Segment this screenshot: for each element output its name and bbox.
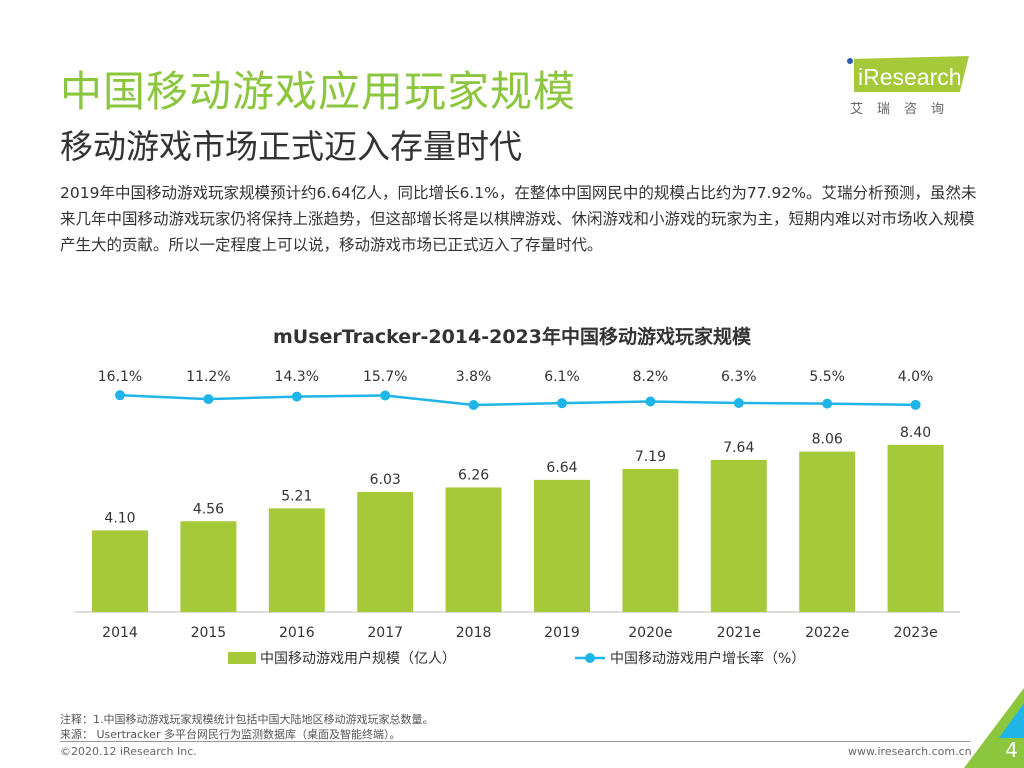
growth-point <box>910 399 921 410</box>
bar-label: 8.06 <box>812 432 843 448</box>
legend-line-label: 中国移动游戏用户增长率（%） <box>610 650 805 667</box>
growth-point <box>822 398 833 409</box>
growth-label: 15.7% <box>363 369 407 385</box>
source-note: 来源： Usertracker 多平台网民行为监测数据库（桌面及智能终端）。 <box>60 728 401 741</box>
bar-label: 5.21 <box>281 488 312 504</box>
bar <box>534 479 590 612</box>
logo-cn: 艾瑞咨询 <box>850 102 959 117</box>
bar <box>445 487 502 612</box>
logo-text: iResearch <box>858 64 962 90</box>
logo-dot <box>847 58 853 64</box>
chart-title: mUserTracker-2014-2023年中国移动游戏玩家规模 <box>272 326 752 348</box>
x-tick-label: 2019 <box>544 625 580 641</box>
x-tick-label: 2023e <box>893 625 937 641</box>
growth-point <box>733 398 744 408</box>
legend-bar-label: 中国移动游戏用户规模（亿人） <box>260 650 456 667</box>
growth-point <box>115 390 125 401</box>
growth-point <box>468 400 479 410</box>
bar <box>799 451 856 612</box>
growth-label: 4.0% <box>898 369 934 385</box>
copyright: ©2020.12 iResearch Inc. <box>60 745 197 758</box>
bar <box>710 459 767 612</box>
growth-point <box>291 391 302 402</box>
website-url: www.iresearch.com.cn <box>848 745 972 758</box>
bar <box>887 444 944 612</box>
footnote: 注释：1.中国移动游戏玩家规模统计包括中国大陆地区移动游戏玩家总数量。 <box>60 713 434 726</box>
page-title: 中国移动游戏应用玩家规模 <box>60 67 577 116</box>
x-tick-label: 2022e <box>805 625 849 641</box>
summary-paragraph: 2019年中国移动游戏玩家规模预计约6.64亿人，同比增长6.1%，在整体中国网… <box>60 184 977 254</box>
growth-label: 6.1% <box>544 369 580 385</box>
x-tick-label: 2014 <box>102 625 138 641</box>
bar-label: 7.19 <box>635 449 666 465</box>
growth-point <box>557 398 567 409</box>
x-tick-label: 2016 <box>279 625 315 641</box>
growth-point <box>645 396 656 407</box>
growth-point <box>203 394 214 405</box>
growth-label: 14.3% <box>275 369 319 385</box>
x-tick-label: 2017 <box>367 625 403 641</box>
growth-label: 6.3% <box>721 369 757 385</box>
legend-line-marker <box>585 653 595 663</box>
bar <box>92 530 148 612</box>
corner-decoration <box>964 688 1024 768</box>
bar-label: 8.40 <box>900 425 931 441</box>
bar-label: 4.56 <box>193 501 224 517</box>
growth-label: 3.8% <box>456 369 492 385</box>
legend-bar-swatch <box>228 652 256 664</box>
divider <box>60 741 970 742</box>
page-number: 4 <box>1005 738 1018 762</box>
bar-label: 4.10 <box>104 510 135 526</box>
bar <box>268 508 325 612</box>
growth-label: 8.2% <box>633 369 669 385</box>
x-tick-label: 2020e <box>628 625 672 641</box>
growth-point <box>380 390 391 401</box>
bar <box>622 468 679 612</box>
iresearch-logo: iResearch 艾瑞咨询 <box>842 50 972 120</box>
growth-line <box>119 393 916 407</box>
x-tick-label: 2015 <box>191 625 227 641</box>
bar-label: 6.64 <box>546 460 577 476</box>
x-tick-label: 2018 <box>456 625 492 641</box>
bar <box>357 492 414 612</box>
page-subtitle: 移动游戏市场正式迈入存量时代 <box>60 127 522 166</box>
growth-label: 11.2% <box>186 369 230 385</box>
bar <box>180 521 237 612</box>
bar-label: 6.03 <box>370 472 401 488</box>
bar-label: 6.26 <box>458 467 489 483</box>
growth-label: 5.5% <box>809 369 845 385</box>
x-tick-label: 2021e <box>717 625 761 641</box>
growth-label: 16.1% <box>98 369 142 385</box>
bar-label: 7.64 <box>723 440 754 456</box>
